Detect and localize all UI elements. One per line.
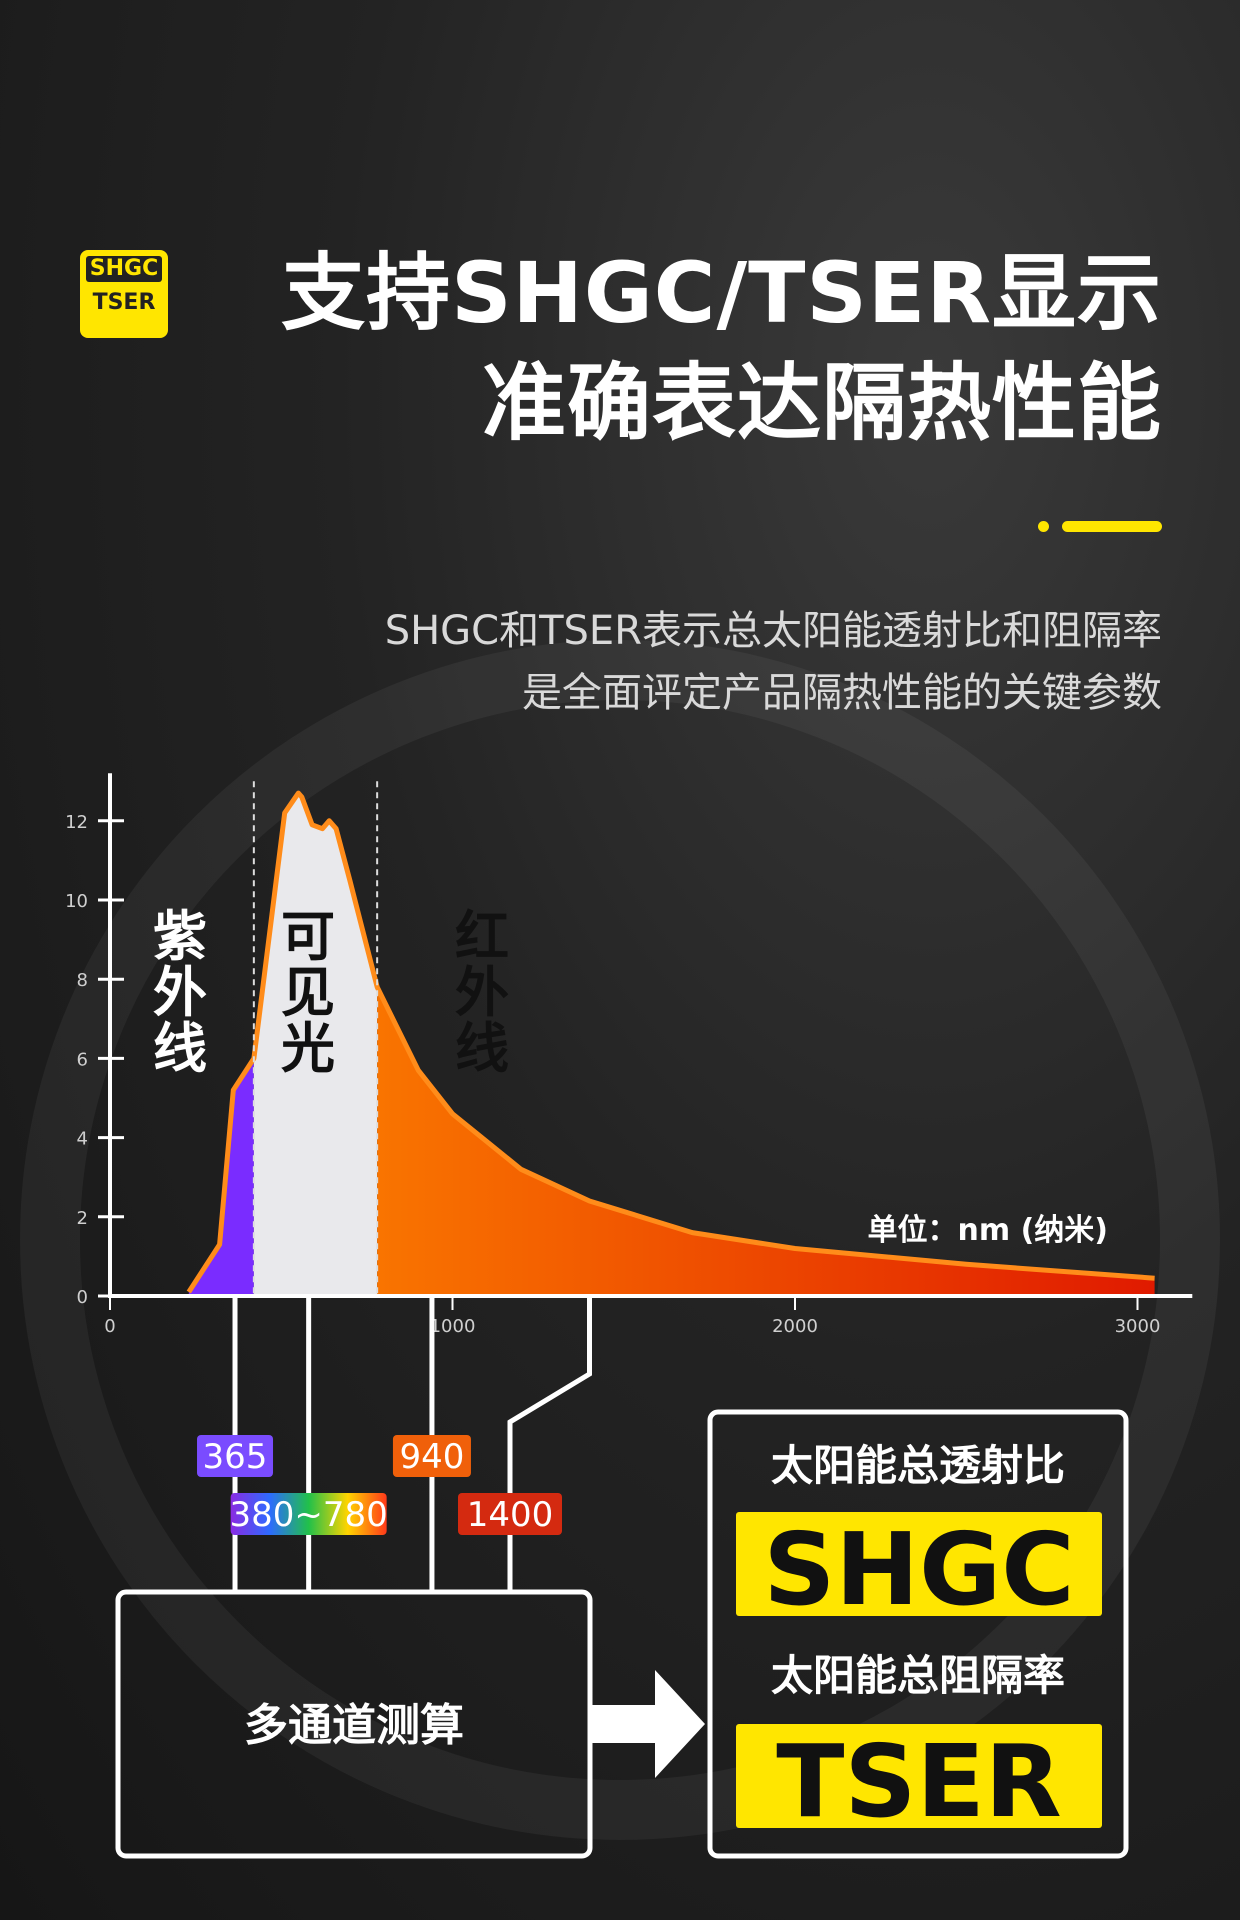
channel-chip-4 [458, 1493, 562, 1535]
x-tick-label: 3000 [1115, 1316, 1161, 1337]
y-tick-label: 4 [77, 1129, 88, 1150]
calc-box [115, 1589, 593, 1859]
y-tick-label: 8 [77, 970, 88, 991]
channel-chip-label-3: 940 [399, 1437, 464, 1477]
y-tick-label: 0 [77, 1287, 88, 1308]
x-tick-label: 2000 [772, 1316, 818, 1337]
page-title: 支持SHGC/TSER显示 准确表达隔热性能 [281, 238, 1162, 458]
spectrum-curve [186, 790, 1155, 1294]
title-line-2: 准确表达隔热性能 [481, 354, 1162, 452]
channel-chip-1 [197, 1435, 274, 1477]
y-tick-label: 10 [65, 891, 88, 912]
channel-chip-3 [392, 1435, 471, 1477]
y-tick-label: 6 [77, 1049, 88, 1070]
channel-chip-label-4: 1400 [467, 1495, 554, 1535]
arrow-right-icon [592, 1670, 705, 1778]
result-caption-shgc: 太阳能总透射比 [771, 1441, 1065, 1490]
channel-chip-label-2: 380~780 [230, 1495, 388, 1535]
decor-dot [1038, 521, 1049, 532]
unit-label: 单位：nm (纳米) [868, 1213, 1108, 1248]
channel-chip-2 [230, 1493, 387, 1535]
y-tick-label: 2 [77, 1208, 88, 1229]
region-label-3: 红外线 [455, 905, 509, 1080]
result-box [707, 1409, 1129, 1859]
result-value-shgc: SHGC [763, 1511, 1074, 1628]
subtitle-line-1: SHGC和TSER表示总太阳能透射比和阻隔率 [384, 608, 1162, 654]
region-label-2: 可见光 [281, 905, 335, 1080]
shgc-tser-badge: SHGC TSER [80, 250, 168, 338]
badge-line-2: TSER [92, 290, 156, 315]
shgc-plate [736, 1512, 1102, 1616]
tser-plate [736, 1724, 1102, 1828]
connector-1400 [507, 1296, 592, 1592]
x-tick-label: 0 [104, 1316, 115, 1337]
result-caption-tser: 太阳能总阻隔率 [771, 1651, 1065, 1700]
area-visible [253, 793, 378, 1296]
x-tick-label: 1000 [430, 1316, 476, 1337]
area-infrared [377, 986, 1155, 1296]
badge-line-1: SHGC [86, 256, 162, 282]
area-ultraviolet [188, 1058, 254, 1296]
region-label-1: 紫外线 [153, 905, 207, 1080]
subtitle: SHGC和TSER表示总太阳能透射比和阻隔率 是全面评定产品隔热性能的关键参数 [385, 600, 1162, 724]
channel-chip-label-1: 365 [203, 1437, 268, 1477]
title-line-1: 支持SHGC/TSER显示 [281, 244, 1162, 342]
y-tick-label: 12 [65, 812, 88, 833]
decor-bar [1062, 521, 1162, 532]
subtitle-line-2: 是全面评定产品隔热性能的关键参数 [522, 670, 1162, 716]
calc-box-label: 多通道测算 [244, 1700, 464, 1751]
result-value-tser: TSER [776, 1723, 1062, 1840]
